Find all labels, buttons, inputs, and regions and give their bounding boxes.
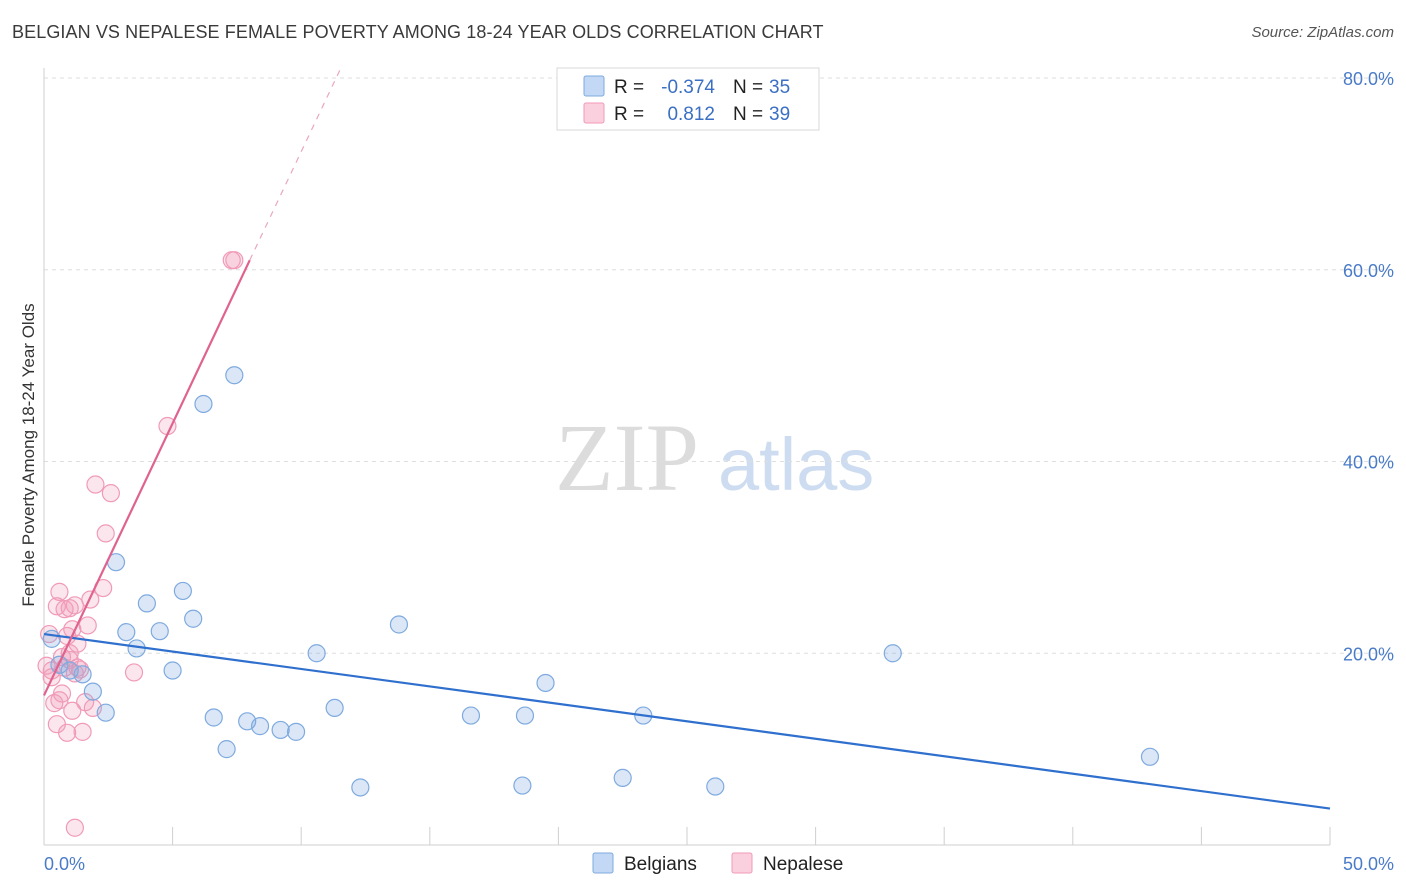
belgians-point xyxy=(513,776,532,795)
stats-legend: R = -0.374 N = 35 R = 0.812 N = 39 xyxy=(556,67,820,131)
nepalese-points xyxy=(37,251,244,837)
belgians-point xyxy=(883,644,902,663)
belgians-point xyxy=(351,778,370,797)
watermark-zip: ZIP xyxy=(555,404,699,511)
belgians-point xyxy=(42,629,61,648)
belgians-point xyxy=(117,623,136,642)
nepalese-point xyxy=(86,475,105,494)
y-tick-label: 60.0% xyxy=(1343,261,1394,281)
belgians-point xyxy=(515,706,535,725)
belgians-point xyxy=(250,717,270,736)
belgians-points xyxy=(42,366,1160,797)
axes xyxy=(43,68,1331,846)
gridlines xyxy=(44,77,1394,654)
nepalese-point xyxy=(96,524,115,543)
nepalese-point xyxy=(225,251,244,270)
belgians-point xyxy=(536,673,555,693)
nepalese-point xyxy=(45,694,64,713)
stats-r-label-belgians: R = xyxy=(614,77,644,98)
belgians-point xyxy=(163,661,182,680)
trend-lines xyxy=(43,70,1331,810)
belgians-point xyxy=(194,394,213,414)
nepalese-trend-line xyxy=(43,259,251,696)
watermark-atlas: atlas xyxy=(718,423,874,506)
stats-n-label-belgians: N = xyxy=(733,77,763,98)
nepalese-point xyxy=(73,722,92,741)
nepalese-point xyxy=(101,484,120,503)
belgians-point xyxy=(1140,747,1160,766)
belgians-point xyxy=(217,740,236,759)
stats-r-label-nepalese: R = xyxy=(614,104,644,125)
nepalese-point xyxy=(65,818,84,837)
belgians-point xyxy=(271,720,290,740)
belgians-point xyxy=(307,644,326,663)
belgians-trend-line xyxy=(43,632,1331,810)
nepalese-point xyxy=(55,600,74,619)
nepalese-trend-extension xyxy=(249,70,341,261)
stats-r-value-belgians: -0.374 xyxy=(661,77,715,98)
belgians-point xyxy=(286,722,306,741)
y-tick-label: 80.0% xyxy=(1343,69,1394,89)
belgians-point xyxy=(184,609,203,628)
legend-label-belgians: Belgians xyxy=(624,854,697,875)
chart-source: Source: ZipAtlas.com xyxy=(1251,24,1394,41)
belgians-point xyxy=(150,622,169,641)
nepalese-point xyxy=(52,684,72,703)
stats-n-value-nepalese: 39 xyxy=(769,104,790,125)
belgians-point xyxy=(613,768,632,787)
belgians-point xyxy=(706,777,725,796)
x-tick-label-max: 50.0% xyxy=(1343,854,1394,874)
belgians-point xyxy=(173,581,192,601)
legend-swatch-belgians xyxy=(592,852,614,874)
nepalese-point xyxy=(65,596,84,615)
nepalese-point xyxy=(50,582,69,601)
nepalese-point xyxy=(78,616,97,635)
y-tick-label: 20.0% xyxy=(1343,644,1394,664)
stats-n-value-belgians: 35 xyxy=(769,77,790,98)
belgians-point xyxy=(83,682,102,701)
nepalese-point xyxy=(60,599,79,618)
nepalese-point xyxy=(124,663,144,682)
legend-swatch-nepalese xyxy=(731,852,753,874)
nepalese-point xyxy=(58,723,77,742)
stats-legend-swatch-belgians xyxy=(583,75,605,97)
belgians-point xyxy=(137,594,156,613)
stats-n-label-nepalese: N = xyxy=(733,104,763,125)
y-tick-label: 40.0% xyxy=(1343,453,1394,473)
stats-legend-swatch-nepalese xyxy=(583,102,605,124)
stats-r-value-nepalese: 0.812 xyxy=(667,104,715,125)
nepalese-point xyxy=(63,701,82,720)
belgians-point xyxy=(225,366,244,385)
belgians-point xyxy=(325,698,344,717)
belgians-point xyxy=(73,665,92,684)
belgians-point xyxy=(204,708,223,727)
chart-title: BELGIAN VS NEPALESE FEMALE POVERTY AMONG… xyxy=(12,22,824,42)
y-tick-labels: 20.0% 40.0% 60.0% 80.0% xyxy=(1343,69,1394,664)
belgians-point xyxy=(389,615,409,634)
belgians-point xyxy=(461,706,481,725)
legend-label-nepalese: Nepalese xyxy=(763,854,843,875)
series-legend: Belgians Nepalese xyxy=(592,852,843,875)
y-axis-label: Female Poverty Among 18-24 Year Olds xyxy=(19,303,38,606)
x-tick-label-min: 0.0% xyxy=(44,854,85,874)
belgians-point xyxy=(96,703,115,722)
